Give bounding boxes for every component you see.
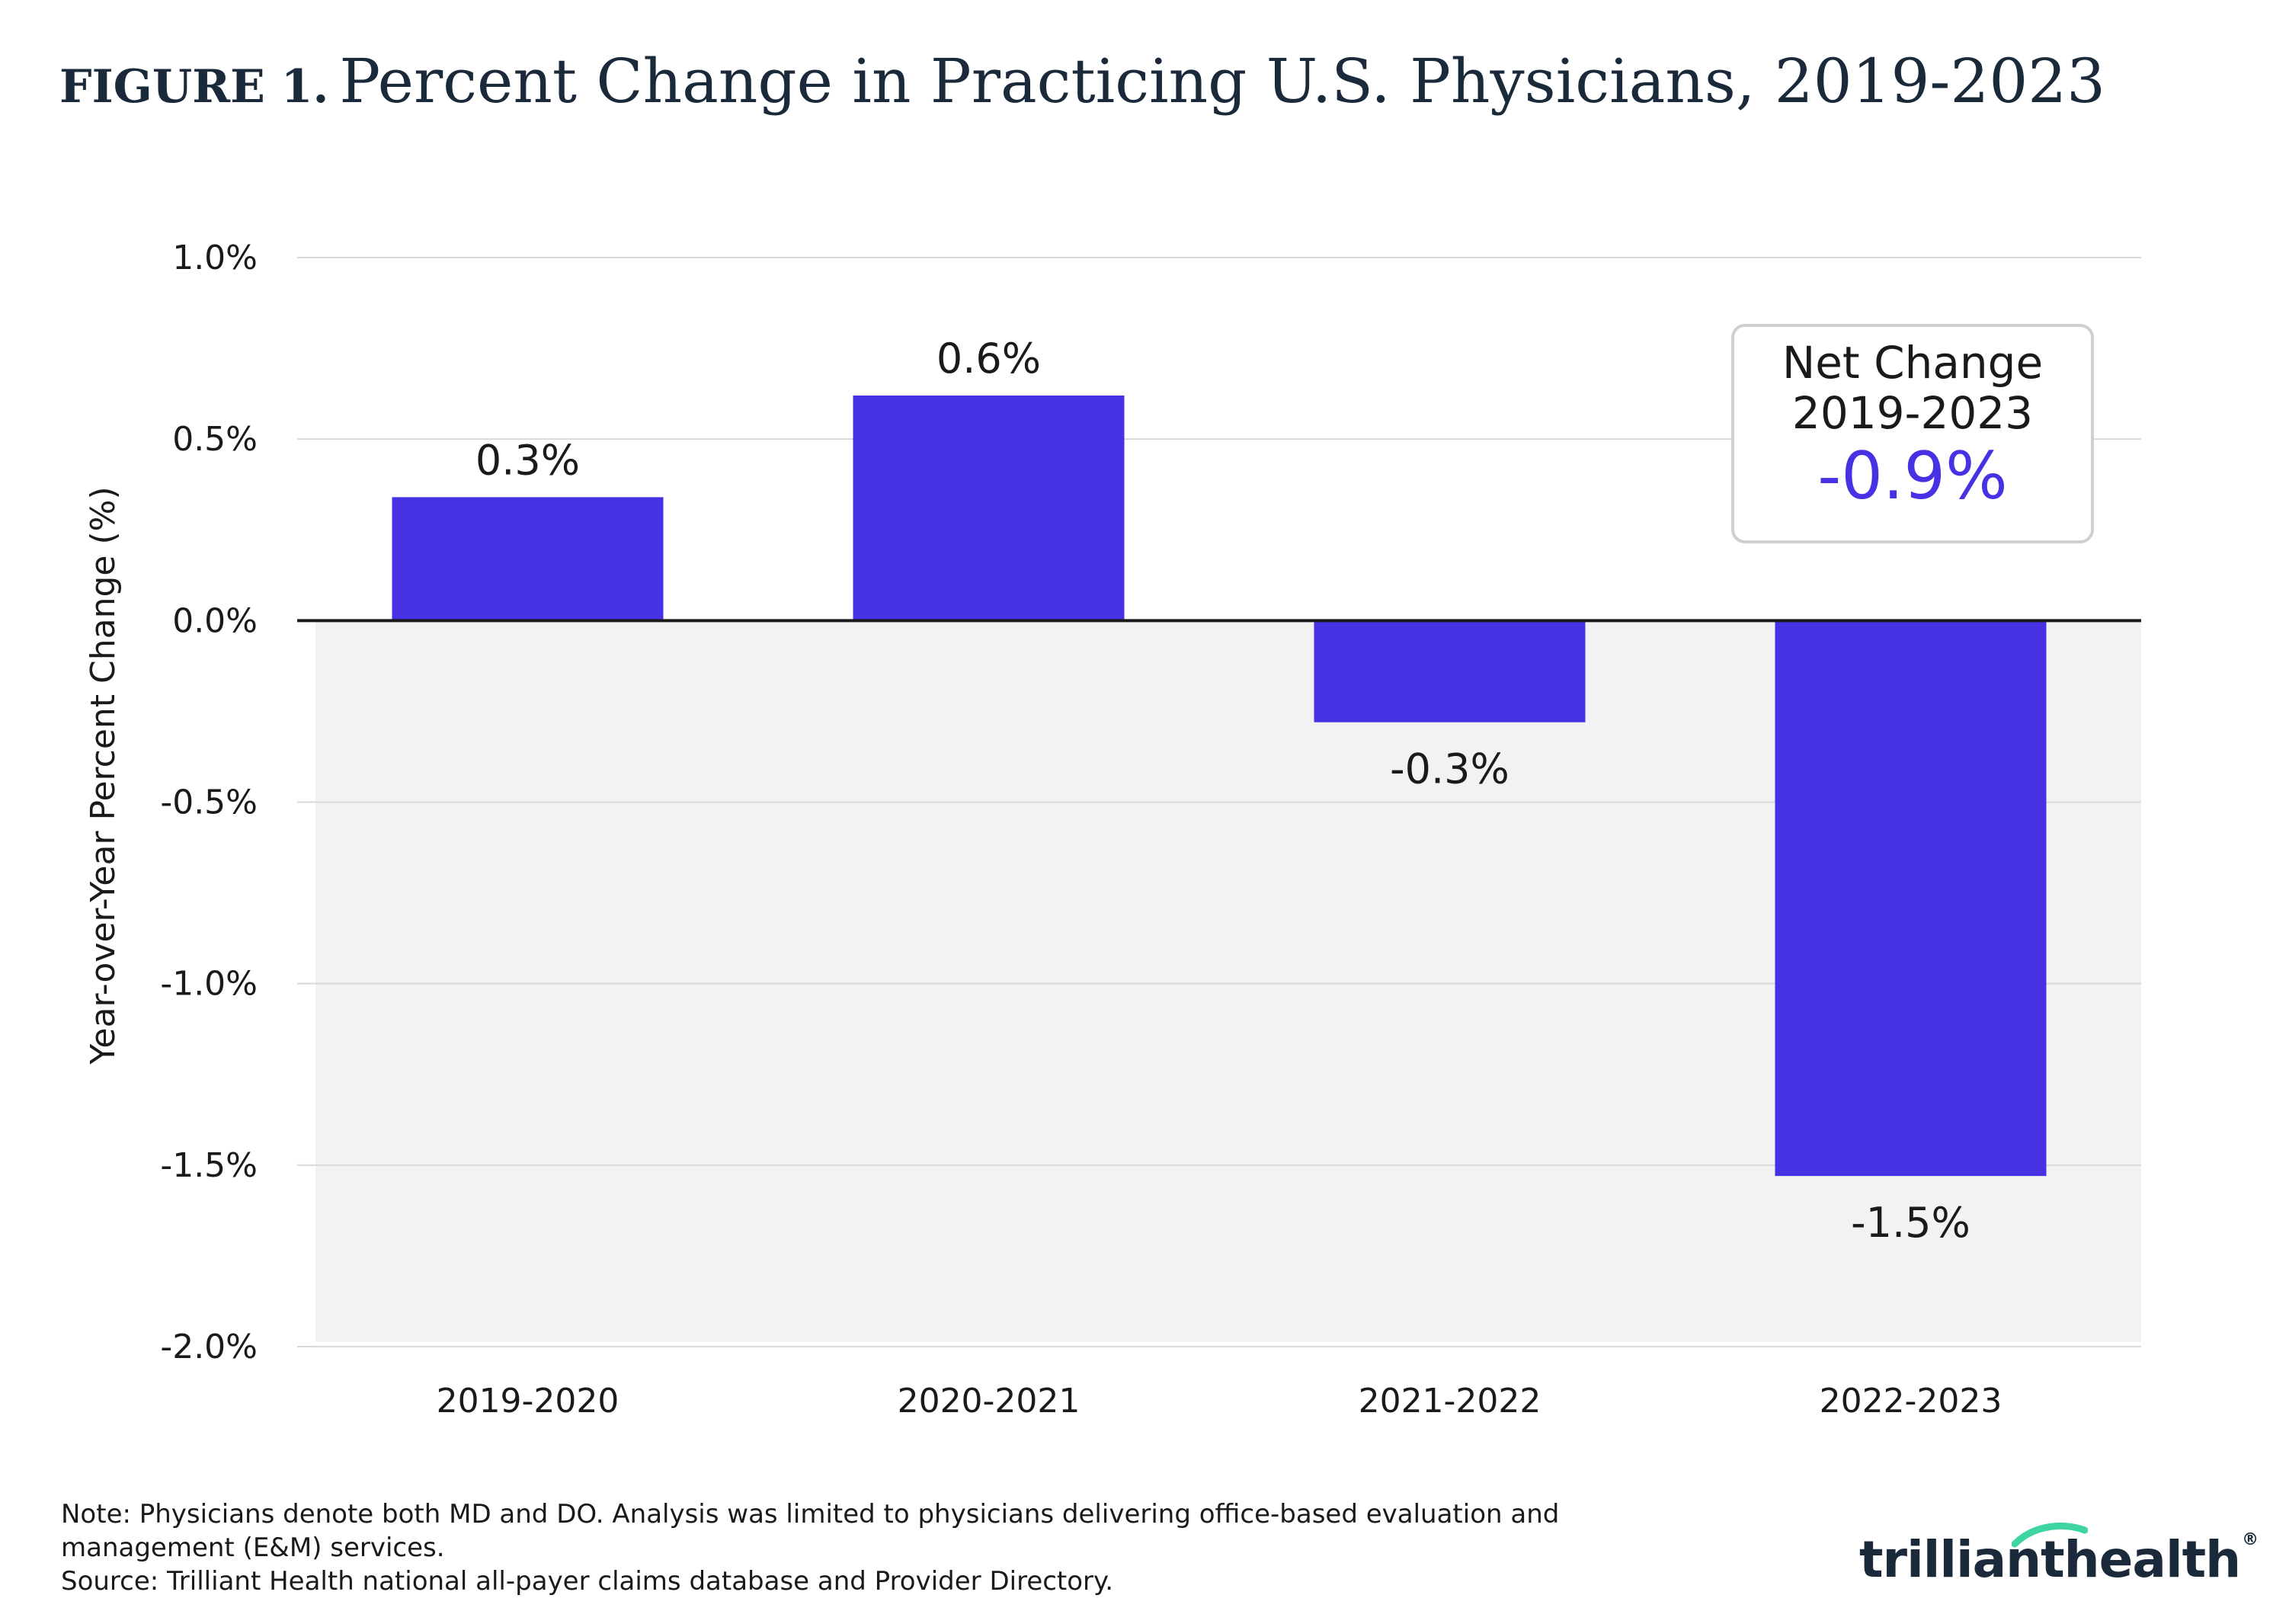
bar-value-label: 0.3% bbox=[475, 436, 580, 484]
note-line-1: Note: Physicians denote both MD and DO. … bbox=[61, 1499, 1560, 1530]
y-axis-title: Year-over-Year Percent Change (%) bbox=[84, 486, 123, 1065]
y-tick-label: -2.0% bbox=[160, 1328, 258, 1366]
trilliant-health-logo: trillianthealth® bbox=[1859, 1522, 2259, 1589]
bar bbox=[1775, 620, 2047, 1177]
bar bbox=[1314, 620, 1586, 722]
page-title: Percent Change in Practicing U.S. Physic… bbox=[339, 46, 2106, 117]
bar-value-label: -1.5% bbox=[1851, 1199, 1970, 1247]
y-axis-ticks: 1.0% 0.5% 0.0% -0.5% -1.0% -1.5% -2.0% bbox=[160, 239, 258, 1366]
x-axis-ticks: 2019-2020 2020-2021 2021-2022 2022-2023 bbox=[437, 1382, 2002, 1421]
y-tick-label: 0.5% bbox=[172, 420, 258, 459]
note-line-2: management (E&M) services. bbox=[61, 1533, 445, 1563]
bar-value-label: 0.6% bbox=[936, 335, 1041, 383]
footnote: Note: Physicians denote both MD and DO. … bbox=[61, 1497, 1559, 1598]
net-change-period: 2019-2023 bbox=[1791, 387, 2034, 439]
x-tick-label: 2020-2021 bbox=[898, 1382, 1080, 1421]
bar bbox=[392, 497, 664, 621]
figure-label: FIGURE 1. bbox=[59, 60, 329, 114]
y-tick-label: -0.5% bbox=[160, 783, 258, 822]
y-tick-label: -1.5% bbox=[160, 1146, 258, 1185]
bar-value-label: -0.3% bbox=[1390, 745, 1509, 793]
bar bbox=[853, 396, 1125, 621]
x-tick-label: 2019-2020 bbox=[437, 1382, 619, 1421]
logo-text-trilliant: trilliant bbox=[1859, 1530, 2065, 1589]
y-tick-label: -1.0% bbox=[160, 965, 258, 1004]
figure-title-row: FIGURE 1. Percent Change in Practicing U.… bbox=[59, 46, 2105, 117]
y-tick-label: 1.0% bbox=[172, 239, 258, 277]
source-line: Source: Trilliant Health national all-pa… bbox=[61, 1566, 1114, 1597]
logo-swoosh-icon bbox=[2012, 1522, 2088, 1548]
data-labels: 0.3% 0.6% -0.3% -1.5% bbox=[475, 335, 1970, 1247]
registered-mark: ® bbox=[2242, 1530, 2259, 1549]
bars bbox=[392, 396, 2047, 1177]
net-change-value: -0.9% bbox=[1817, 438, 2008, 514]
logo-text-health: health bbox=[2063, 1530, 2241, 1589]
y-tick-label: 0.0% bbox=[172, 601, 258, 640]
net-change-callout: Net Change 2019-2023 -0.9% bbox=[1731, 324, 2094, 543]
x-tick-label: 2021-2022 bbox=[1359, 1382, 1541, 1421]
x-tick-label: 2022-2023 bbox=[1820, 1382, 2002, 1421]
net-change-label: Net Change bbox=[1782, 337, 2044, 389]
